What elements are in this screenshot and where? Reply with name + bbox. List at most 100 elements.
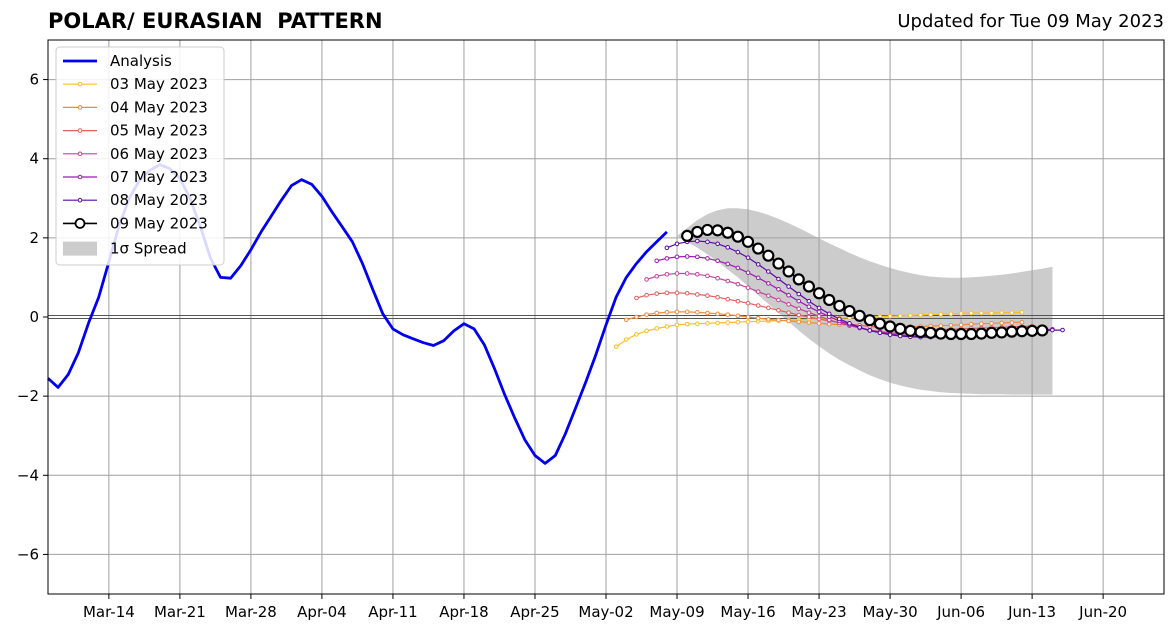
forecast-point — [968, 310, 974, 316]
forecast-point — [1050, 327, 1055, 333]
forecast-point — [806, 314, 812, 320]
forecast-point — [867, 328, 873, 333]
y-tick-label: −2 — [17, 387, 39, 405]
forecast-point — [725, 245, 731, 250]
forecast-point — [958, 322, 964, 328]
legend-marker — [77, 197, 83, 203]
forecast-point — [995, 326, 1008, 339]
forecast-point — [938, 311, 944, 317]
forecast-point — [711, 224, 724, 237]
x-tick-label: Apr-25 — [510, 603, 560, 621]
y-tick-label: 2 — [29, 229, 39, 247]
legend-marker — [77, 105, 83, 110]
forecast-point — [792, 273, 805, 286]
forecast-point — [918, 312, 923, 318]
legend-marker — [74, 217, 86, 229]
forecast-point — [894, 322, 907, 335]
forecast-point — [674, 309, 680, 315]
forecast-point — [664, 290, 670, 296]
forecast-point — [745, 285, 751, 291]
forecast-point — [664, 309, 670, 315]
legend-label: 08 May 2023 — [110, 191, 208, 209]
forecast-point — [755, 315, 761, 321]
legend-label: Analysis — [110, 52, 172, 70]
forecast-point — [755, 262, 761, 267]
forecast-point — [613, 344, 619, 349]
forecast-point — [681, 229, 694, 242]
forecast-point — [806, 310, 812, 315]
forecast-point — [664, 256, 670, 261]
forecast-point — [715, 320, 720, 326]
grid-layer — [48, 40, 1164, 594]
chart-title: POLAR/ EURASIAN PATTERN — [48, 9, 383, 33]
forecast-point — [674, 290, 680, 296]
forecast-point — [1026, 324, 1039, 337]
x-tick-label: Jun-13 — [1007, 603, 1056, 621]
forecast-point — [887, 332, 893, 338]
forecast-point — [634, 314, 639, 320]
y-tick-label: 4 — [29, 150, 39, 168]
forecast-point — [735, 249, 741, 255]
zero-line-layer — [48, 315, 1164, 319]
forecast-point — [654, 326, 660, 331]
forecast-point — [776, 276, 781, 282]
legend-marker — [77, 81, 83, 87]
forecast-point — [776, 297, 781, 303]
forecast-point — [674, 254, 680, 260]
forecast-point — [705, 310, 710, 316]
x-tick-label: Mar-14 — [83, 603, 135, 621]
forecast-point — [1015, 325, 1029, 338]
forecast-point — [782, 265, 795, 278]
forecast-point — [735, 319, 741, 325]
forecast-point — [644, 292, 649, 298]
forecast-point — [796, 312, 802, 318]
forecast-point — [914, 325, 927, 339]
forecast-point — [979, 321, 984, 327]
forecast-point — [674, 322, 680, 328]
forecast-point — [721, 226, 734, 239]
forecast-point — [796, 306, 802, 311]
forecast-point — [684, 271, 690, 276]
legend-label: 03 May 2023 — [110, 75, 208, 93]
forecast-point — [806, 298, 812, 304]
forecast-point — [823, 293, 836, 307]
forecast-point — [806, 304, 812, 310]
forecast-point — [1005, 325, 1018, 338]
forecast-point — [934, 327, 947, 340]
forecast-point — [843, 304, 856, 318]
forecast-point — [826, 311, 832, 317]
forecast-point — [684, 321, 690, 327]
forecast-point — [654, 310, 660, 316]
forecast-point — [786, 292, 791, 298]
forecast-point — [715, 311, 720, 317]
forecast-point — [745, 319, 751, 325]
forecast-point — [1009, 310, 1015, 315]
x-tick-label: May-02 — [578, 603, 633, 621]
forecast-point — [944, 327, 958, 341]
legend-label: 04 May 2023 — [110, 98, 208, 116]
tick-layer: Mar-14 Mar-21 Mar-28 Apr-04 Apr-11 Apr-18 Apr-… — [17, 71, 1127, 621]
forecast-point — [1019, 319, 1025, 325]
forecast-point — [908, 313, 913, 318]
forecast-point — [833, 299, 846, 313]
legend-label: 07 May 2023 — [110, 168, 208, 186]
series-layer — [47, 163, 1065, 465]
x-tick-label: Apr-04 — [297, 603, 347, 621]
forecast-point — [999, 310, 1004, 315]
forecast-line — [626, 311, 1023, 328]
forecast-point — [812, 287, 826, 300]
legend-marker — [77, 174, 83, 180]
forecast-point — [695, 238, 700, 244]
forecast-point — [644, 312, 649, 317]
x-tick-label: Mar-28 — [225, 603, 277, 621]
forecast-point — [924, 326, 937, 339]
forecast-point — [691, 225, 704, 239]
forecast-point — [745, 300, 751, 306]
forecast-point — [873, 317, 887, 330]
forecast-point — [701, 223, 714, 237]
forecast-point — [776, 317, 781, 323]
forecast-point — [975, 327, 988, 340]
forecast-point — [786, 284, 791, 289]
forecast-point — [725, 261, 731, 267]
forecast-point — [644, 328, 649, 334]
